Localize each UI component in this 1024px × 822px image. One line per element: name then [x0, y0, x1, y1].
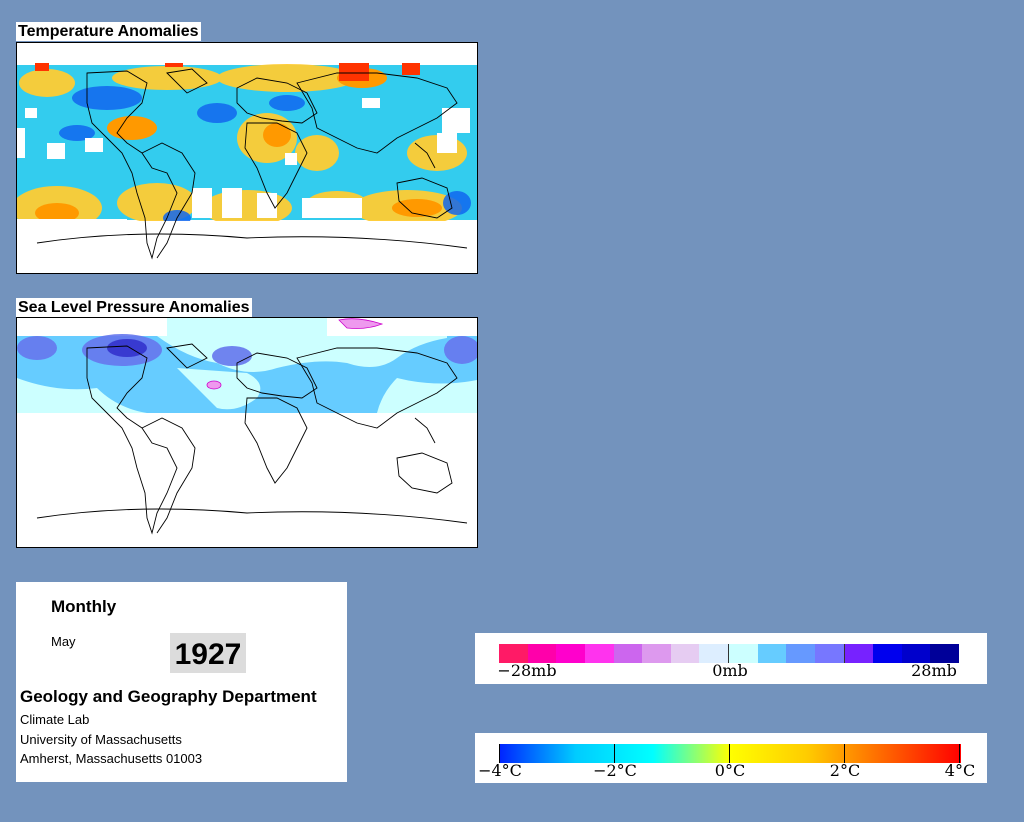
- temperature-legend-pos4: 4°C: [944, 761, 976, 780]
- pressure-legend-zero: 0mb: [712, 661, 748, 680]
- temperature-map-title: Temperature Anomalies: [16, 22, 201, 41]
- pressure-color-segment: [901, 644, 931, 663]
- temperature-legend-neg2: −2°C: [593, 761, 637, 780]
- pressure-color-segment: [613, 644, 643, 663]
- temperature-ticks: [499, 744, 961, 763]
- temperature-map-graphic: [17, 43, 477, 273]
- department-name: Geology and Geography Department: [20, 687, 317, 706]
- pressure-color-segment: [527, 644, 557, 663]
- pressure-color-segment: [642, 644, 671, 663]
- university-name: University of Massachusetts: [20, 732, 182, 747]
- temperature-tick: [959, 744, 960, 763]
- frequency-label: Monthly: [51, 597, 117, 616]
- pressure-color-segment: [729, 644, 758, 663]
- temperature-tick: [614, 744, 615, 763]
- temperature-legend: −4°C −2°C 0°C 2°C 4°C: [475, 733, 987, 783]
- pressure-color-segment: [844, 644, 874, 663]
- pressure-legend-max: 28mb: [911, 661, 957, 680]
- pressure-color-segment: [556, 644, 585, 663]
- pressure-color-segment: [499, 644, 528, 663]
- temperature-legend-pos2: 2°C: [829, 761, 861, 780]
- temperature-legend-zero: 0°C: [714, 761, 746, 780]
- month-label: May: [51, 634, 76, 649]
- pressure-color-segment: [930, 644, 959, 663]
- lab-name: Climate Lab: [20, 712, 90, 727]
- pressure-color-segment: [699, 644, 729, 663]
- year-display: 1927: [170, 633, 246, 673]
- pressure-color-segment: [670, 644, 700, 663]
- pressure-map-graphic: [17, 318, 477, 535]
- pressure-color-segment: [786, 644, 815, 663]
- temperature-tick: [499, 744, 500, 763]
- temperature-anomaly-map: [16, 42, 478, 274]
- temperature-legend-neg4: −4°C: [478, 761, 522, 780]
- info-panel: Monthly May 1927 Geology and Geography D…: [16, 582, 347, 782]
- address-line: Amherst, Massachusetts 01003: [20, 751, 203, 766]
- pressure-color-bar: [499, 644, 959, 663]
- pressure-anomaly-map: [16, 317, 478, 548]
- pressure-color-segment: [814, 644, 845, 663]
- pressure-map-title: Sea Level Pressure Anomalies: [16, 298, 252, 317]
- pressure-legend: −28mb 0mb 28mb: [475, 633, 987, 684]
- pressure-color-segment: [584, 644, 614, 663]
- temperature-tick: [729, 744, 730, 763]
- pressure-legend-min: −28mb: [497, 661, 557, 680]
- pressure-color-segment: [873, 644, 902, 663]
- pressure-color-segment: [757, 644, 787, 663]
- temperature-tick: [844, 744, 845, 763]
